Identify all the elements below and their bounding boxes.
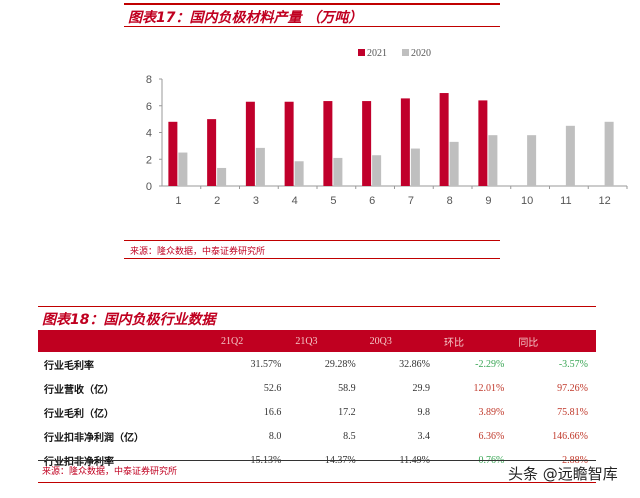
bar-2020-3: [255, 147, 265, 186]
column-header: 20Q3: [363, 330, 438, 352]
bar-2020-6: [372, 155, 382, 186]
cell: 9.8: [417, 406, 430, 418]
bar-2020-9: [488, 135, 498, 186]
bar-2021-9: [478, 100, 488, 186]
cell: 52.6: [263, 382, 282, 394]
column-header: 同比: [512, 330, 596, 352]
bar-2021-4: [284, 101, 294, 186]
row-label: 行业扣非净利率: [44, 456, 114, 468]
cell: 12.01%: [473, 382, 505, 394]
cell: 146.66%: [552, 430, 588, 442]
chart-source: 来源：隆众数据，中泰证券研究所: [130, 247, 266, 257]
row-label: 行业营收（亿）: [44, 384, 114, 396]
cell: 97.26%: [557, 382, 588, 394]
table-top-rule: [38, 306, 596, 307]
cell: 8.0: [268, 430, 282, 442]
x-tick-label: 4: [292, 195, 298, 207]
bar-2020-7: [410, 148, 420, 186]
cell: 31.57%: [250, 358, 282, 370]
bar-2021-2: [207, 119, 217, 186]
table-row: 行业扣非净利润（亿） 8.0 8.5 3.4 6.36% 146.66%: [38, 424, 596, 448]
cell: -2.29%: [475, 358, 505, 370]
cell: 3.4: [417, 430, 430, 442]
x-tick-label: 3: [253, 195, 259, 207]
table-source-rule: [38, 482, 596, 483]
row-label: 行业扣非净利润（亿）: [44, 432, 144, 444]
bar-2021-5: [323, 101, 333, 186]
row-label: 行业毛利（亿）: [44, 408, 114, 420]
table-header-row: 21Q2 21Q3 20Q3 环比 同比: [38, 330, 596, 352]
bar-2021-3: [245, 101, 255, 186]
bar-2020-5: [333, 157, 343, 186]
cell: 32.86%: [399, 358, 430, 370]
y-tick-label: 4: [146, 128, 152, 140]
bar-2021-7: [400, 98, 410, 186]
x-tick-label: 2: [214, 195, 220, 207]
title-rule: [124, 26, 500, 27]
bar-2021-1: [168, 121, 178, 186]
legend-swatch-2021: [358, 49, 365, 56]
table-row: 行业毛利率 31.57% 29.28% 32.86% -2.29% -3.57%: [38, 352, 596, 376]
column-header: 21Q3: [289, 330, 364, 352]
x-tick-label: 8: [447, 195, 453, 207]
column-header: [38, 330, 215, 352]
bar-2020-2: [217, 167, 227, 186]
industry-data-table: 21Q2 21Q3 20Q3 环比 同比行业毛利率 31.57% 29.28% 32.86% -…: [38, 330, 596, 472]
cell: 17.2: [338, 406, 356, 418]
chart-title: 图表17：国内负极材料产量 （万吨）: [128, 10, 363, 26]
x-tick-label: 1: [175, 195, 181, 207]
cell: 75.81%: [557, 406, 588, 418]
cell: 29.9: [412, 382, 430, 394]
table-bottom-rule: [38, 460, 596, 461]
x-tick-label: 7: [408, 195, 414, 207]
y-tick-label: 6: [146, 101, 152, 113]
table-title: 图表18：国内负极行业数据: [42, 312, 216, 328]
top-rule: [124, 3, 500, 5]
bar-2020-11: [565, 125, 575, 186]
cell: 8.5: [343, 430, 356, 442]
x-tick-label: 5: [330, 195, 336, 207]
table-source: 来源：隆众数据，中泰证券研究所: [42, 467, 178, 477]
bar-2020-4: [294, 161, 304, 186]
cell: 6.36%: [478, 430, 505, 442]
bar-2021-8: [439, 93, 449, 186]
cell: 58.9: [338, 382, 356, 394]
cell: 29.28%: [324, 358, 356, 370]
x-tick-label: 6: [369, 195, 375, 207]
row-label: 行业毛利率: [44, 360, 94, 372]
bar-2021-6: [362, 101, 372, 186]
table-row: 行业毛利（亿） 16.6 17.2 9.8 3.89% 75.81%: [38, 400, 596, 424]
bar-2020-1: [178, 152, 188, 186]
x-tick-label: 9: [485, 195, 491, 207]
legend-label-2021: 2021: [367, 48, 387, 59]
column-header: 环比: [437, 330, 513, 352]
x-tick-label: 11: [560, 195, 571, 207]
y-tick-label: 8: [146, 74, 152, 86]
source-rule-top: [124, 240, 500, 241]
cell: -3.57%: [558, 358, 588, 370]
legend-label-2020: 2020: [411, 48, 431, 59]
cell: 16.6: [263, 406, 282, 418]
column-header: 21Q2: [215, 330, 290, 352]
bar-2020-8: [449, 141, 459, 186]
bar-2020-12: [604, 121, 614, 186]
cell: 3.89%: [478, 406, 505, 418]
watermark: 头条 @远瞻智库: [508, 465, 618, 483]
x-tick-label: 12: [599, 195, 611, 207]
y-tick-label: 2: [146, 154, 152, 166]
x-tick-label: 10: [521, 195, 533, 207]
legend-swatch-2020: [402, 49, 409, 56]
bar-2020-10: [527, 135, 537, 186]
y-tick-label: 0: [146, 181, 152, 193]
table-row: 行业营收（亿） 52.6 58.9 29.9 12.01% 97.26%: [38, 376, 596, 400]
source-rule-bottom: [124, 258, 500, 259]
